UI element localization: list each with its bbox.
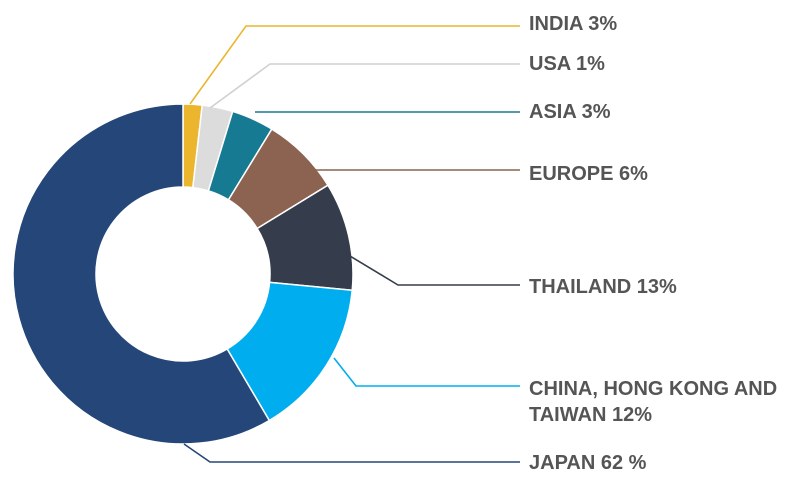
slice-label-1: USA 1% [529,53,605,75]
slice-label-line: CHINA, HONG KONG AND [529,378,777,400]
leader-line-1 [209,63,520,109]
donut-slice-6 [12,103,271,445]
slice-label-line: EUROPE 6% [529,163,648,185]
leader-line-4 [339,249,520,286]
leader-line-0 [189,25,520,105]
leader-lines [183,25,520,463]
slice-label-6: JAPAN 62 % [529,452,647,474]
donut-slices [12,103,354,445]
slice-label-line: INDIA 3% [529,13,617,35]
slice-label-2: ASIA 3% [529,101,611,123]
slice-labels: INDIA 3% USA 1% ASIA 3% EUROPE 6% THAILAND 1… [529,13,777,474]
slice-label-3: EUROPE 6% [529,163,648,185]
slice-label-5: CHINA, HONG KONG AND TAIWAN 12% [529,378,777,426]
leader-line-6 [183,443,520,463]
slice-label-line: THAILAND 13% [529,276,677,298]
slice-label-0: INDIA 3% [529,13,617,35]
slice-label-4: THAILAND 13% [529,276,677,298]
leader-line-5 [333,357,520,387]
slice-label-line: TAIWAN 12% [529,404,652,426]
slice-label-line: JAPAN 62 % [529,452,647,474]
slice-label-line: USA 1% [529,53,605,75]
slice-label-line: ASIA 3% [529,101,611,123]
